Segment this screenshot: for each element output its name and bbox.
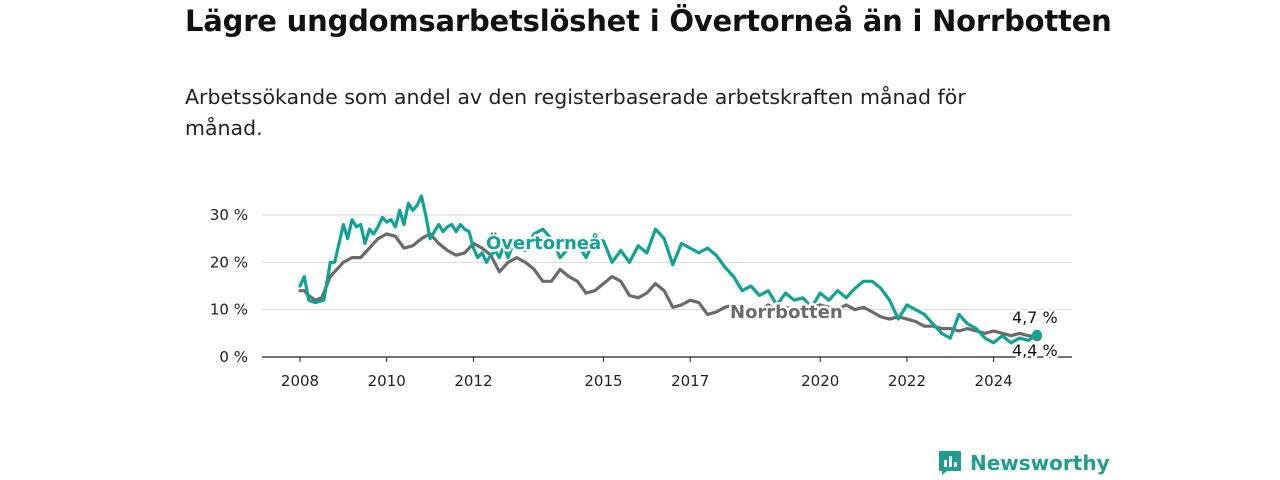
x-tick-label: 2010 [368, 372, 406, 390]
series-labels: ÖvertorneåÖvertorneåNorrbottenNorrbotten… [484, 230, 1061, 363]
end-value-overtornea: 4,7 % [1012, 308, 1058, 327]
series-label-norrbotten-halo: Norrbotten [730, 302, 843, 323]
y-tick-label: 20 % [210, 253, 248, 271]
end-point-overtornea [1032, 329, 1042, 340]
x-tick-label: 2020 [801, 372, 839, 390]
x-tick-label: 2015 [584, 372, 622, 390]
series-label-overtornea-halo: Övertorneå [486, 232, 601, 254]
newsworthy-brand: Newsworthy [938, 450, 1110, 476]
x-axis-ticks: 2008 2010 2012 2015 2017 2020 2022 2024 [281, 357, 1013, 390]
series-line-overtornea [298, 194, 1039, 345]
chart-subtitle: Arbetssökande som andel av den registerb… [185, 85, 966, 140]
y-axis-ticks: 0 % 10 % 20 % 30 % [210, 206, 248, 366]
end-value-norrbotten-halo: 4,4 % [1012, 341, 1058, 360]
end-value-norrbotten: 4,4 % [1012, 341, 1058, 360]
x-tick-label: 2017 [671, 372, 709, 390]
x-tick-label: 2022 [888, 372, 926, 390]
x-tick-label: 2012 [454, 372, 492, 390]
series-lines [298, 194, 1042, 345]
y-tick-label: 0 % [219, 348, 248, 366]
newsworthy-logo-icon [939, 451, 961, 475]
x-tick-label: 2008 [281, 372, 319, 390]
y-tick-label: 30 % [210, 206, 248, 224]
x-tick-label: 2024 [975, 372, 1013, 390]
series-line-norrbotten [298, 232, 1039, 338]
y-tick-label: 10 % [210, 301, 248, 319]
series-label-norrbotten: Norrbotten [730, 302, 843, 323]
brand-name: Newsworthy [970, 451, 1110, 475]
series-label-overtornea: Övertorneå [486, 232, 601, 254]
chart-title: Lägre ungdomsarbetslöshet i Övertorneå ä… [185, 4, 1112, 38]
end-value-overtornea-halo: 4,7 % [1012, 308, 1058, 327]
